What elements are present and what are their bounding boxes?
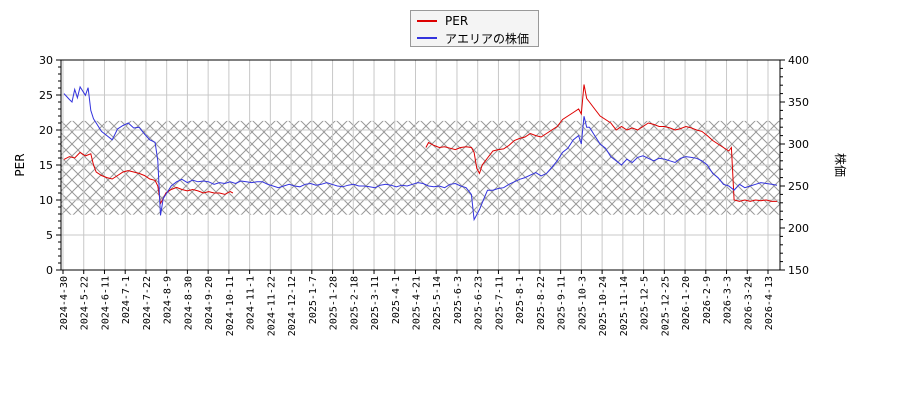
legend-swatch-per (417, 20, 437, 22)
legend-label: アエリアの株価 (445, 31, 530, 46)
per-line (63, 84, 777, 206)
y-tick-label: 25 (39, 89, 53, 102)
x-tick-label: 2024-11-1 (246, 276, 257, 330)
x-tick-label: 2025-10-24 (598, 276, 609, 336)
x-tick-label: 2024-9-20 (204, 276, 215, 330)
per-band-region (61, 120, 780, 215)
x-tick-label: 2026-1-20 (681, 276, 692, 330)
x-tick-label: 2025-3-11 (370, 276, 381, 330)
x-tick-label: 2026-3-24 (743, 276, 754, 330)
series-lines (63, 84, 778, 222)
legend-label: PER (445, 14, 469, 28)
x-tick-label: 2025-8-22 (536, 276, 547, 330)
x-tick-label: 2025-12-5 (640, 276, 651, 330)
x-tick-label: 2024-6-11 (100, 276, 111, 330)
x-tick-label: 2024-7-22 (142, 276, 153, 330)
x-tick-label: 2024-4-30 (59, 276, 70, 330)
x-tick-label: 2025-9-11 (557, 276, 568, 330)
grid-lines (61, 59, 780, 271)
x-tick-label: 2024-10-11 (225, 276, 236, 336)
legend-swatch-price (417, 37, 437, 39)
x-tick-label: 2025-4-1 (391, 276, 402, 324)
x-tick-label: 2024-12-12 (287, 276, 298, 336)
y-axis-label: PER (13, 153, 27, 176)
x-tick-label: 2025-5-14 (432, 276, 443, 330)
x-tick-label: 2025-1-7 (308, 276, 319, 324)
x-tick-label: 2026-4-13 (764, 276, 775, 330)
legend-item-per: PER (417, 13, 468, 29)
x-tick-label: 2025-6-3 (453, 276, 464, 324)
x-tick-label: 2026-2-9 (702, 276, 713, 324)
y-tick-label: 15 (39, 159, 53, 172)
x-tick-label: 2025-12-25 (660, 276, 671, 336)
y-tick-label: 5 (46, 229, 53, 242)
y2-tick-label: 350 (788, 96, 809, 109)
y-tick-label: 30 (39, 54, 53, 67)
y2-tick-label: 200 (788, 222, 809, 235)
y-tick-label: 10 (39, 194, 53, 207)
x-tick-label: 2024-11-22 (266, 276, 277, 336)
y-tick-label: 20 (39, 124, 53, 137)
x-tick-label: 2025-7-11 (494, 276, 505, 330)
y-tick-label: 0 (46, 264, 53, 277)
x-tick-label: 2025-1-28 (329, 276, 340, 330)
x-tick-label: 2025-6-23 (474, 276, 485, 330)
y2-tick-label: 400 (788, 54, 809, 67)
x-tick-label: 2025-2-18 (349, 276, 360, 330)
x-tick-label: 2024-5-22 (80, 276, 91, 330)
y2-tick-label: 150 (788, 264, 809, 277)
y2-tick-label: 300 (788, 138, 809, 151)
legend: PER アエリアの株価 (410, 10, 539, 47)
y2-axis-label: 株価 (833, 153, 848, 177)
x-tick-label: 2024-7-1 (121, 276, 132, 324)
x-tick-label: 2025-11-14 (619, 276, 630, 336)
x-tick-label: 2025-4-21 (412, 276, 423, 330)
x-tick-label: 2025-10-3 (577, 276, 588, 330)
x-tick-label: 2025-8-1 (515, 276, 526, 324)
stock-price-line (63, 85, 778, 222)
legend-item-price: アエリアの株価 (417, 30, 529, 46)
x-tick-label: 2024-8-30 (183, 276, 194, 330)
x-tick-label: 2024-8-9 (163, 276, 174, 324)
x-tick-label: 2026-3-3 (723, 276, 734, 324)
y2-tick-label: 250 (788, 180, 809, 193)
axes: 0 5 10 15 20 25 30 150 200 250 300 350 400 2024-4-30 2… (39, 54, 809, 336)
